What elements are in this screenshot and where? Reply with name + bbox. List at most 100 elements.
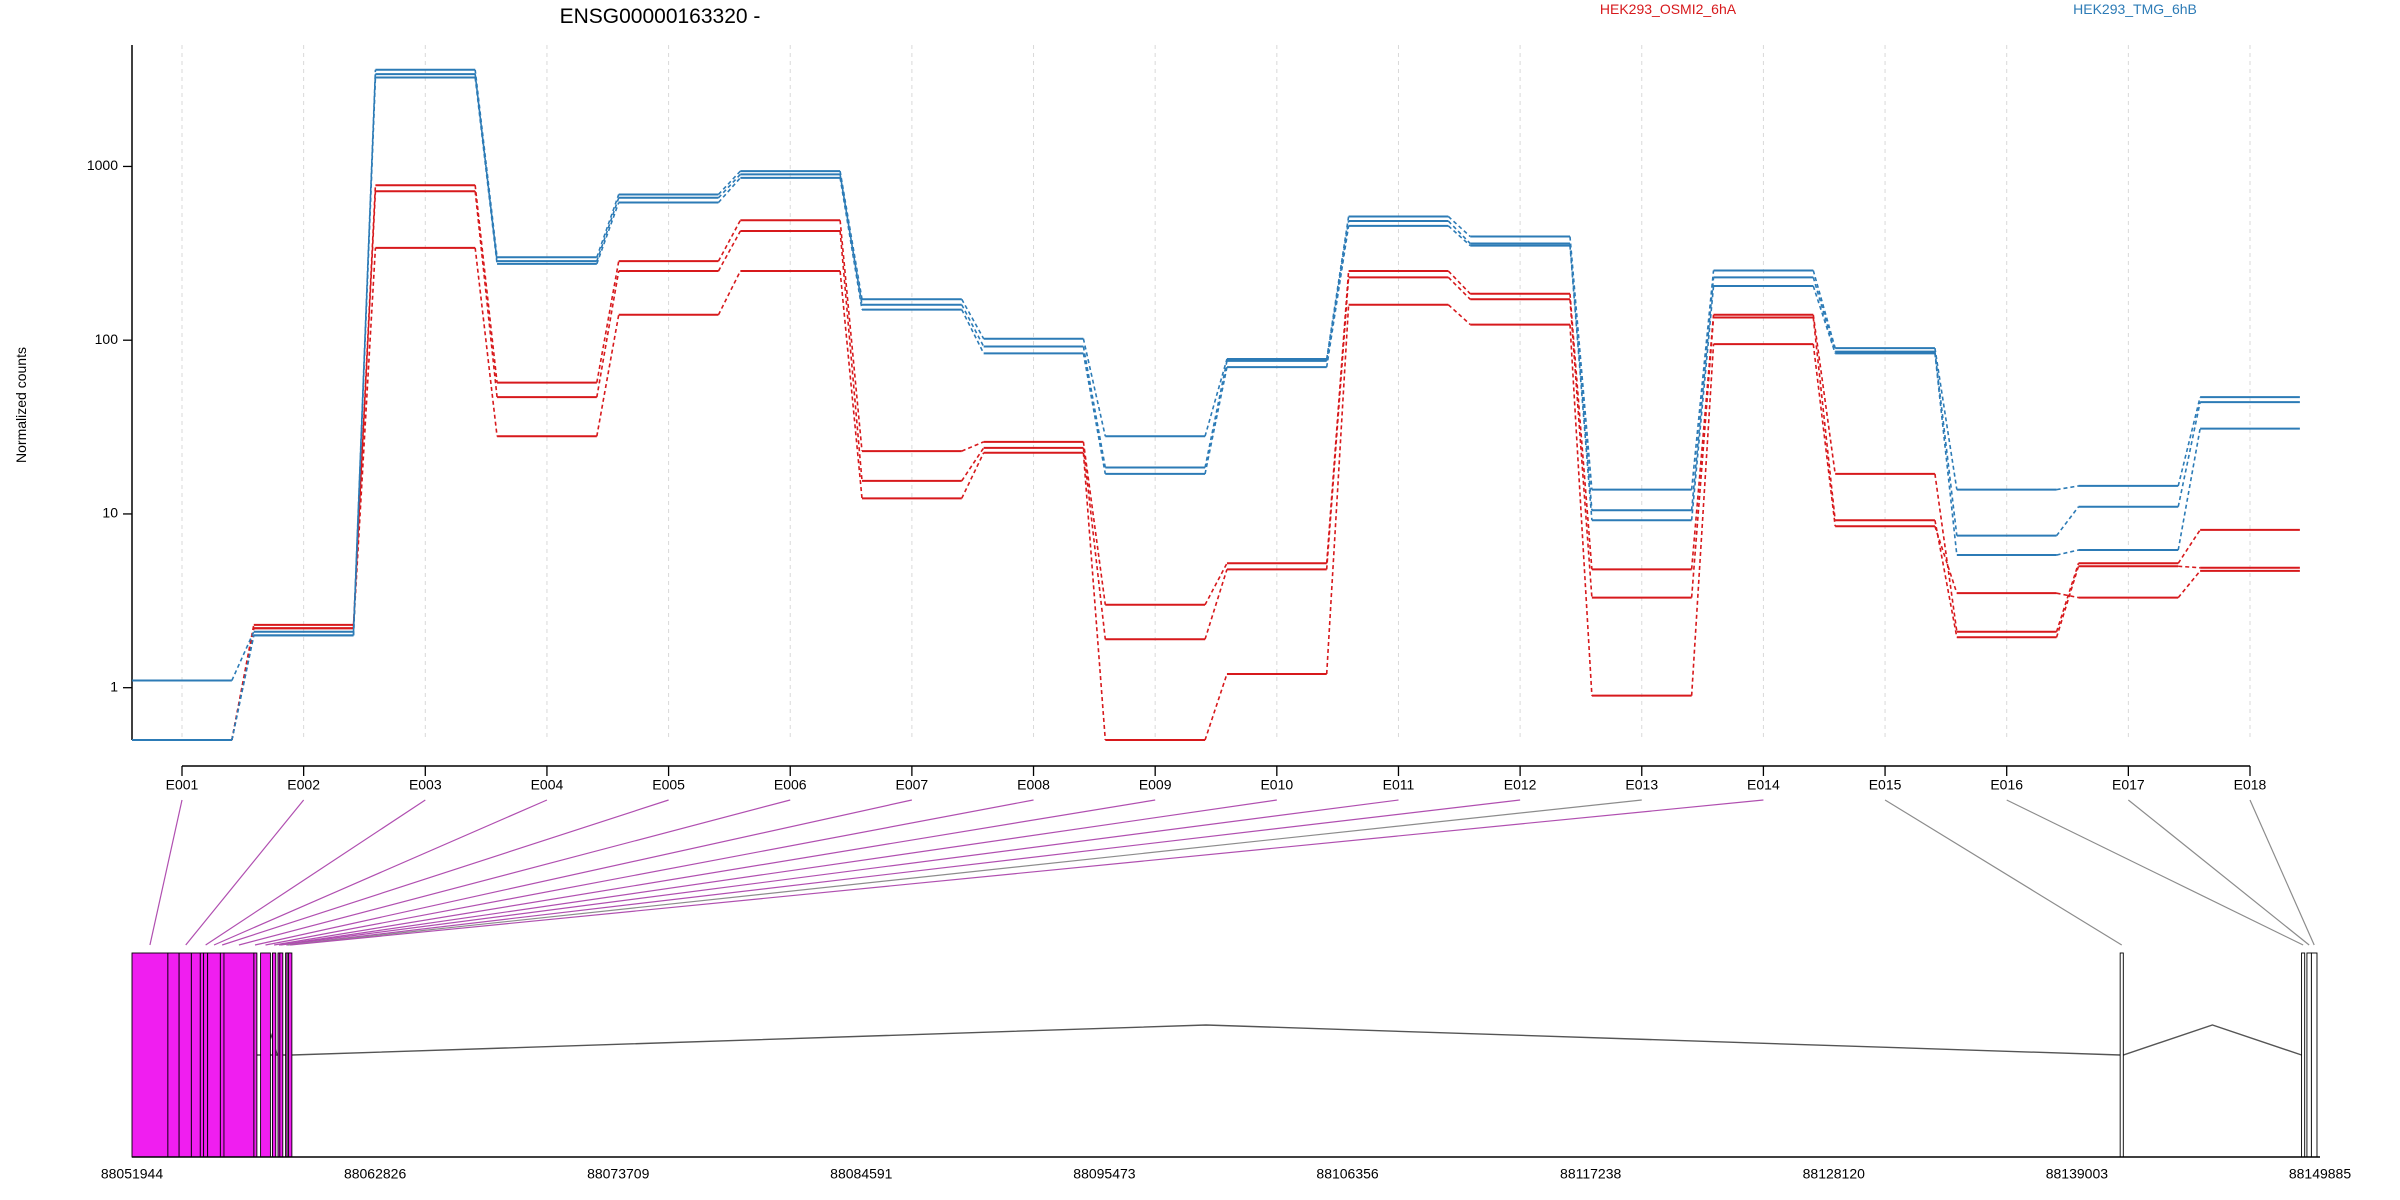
connector-E017 [2127, 799, 2310, 946]
series-2-link-E009 [1204, 569, 1228, 640]
connector-E018 [2249, 799, 2315, 946]
series-2-HEK293_OSMI2_6hA [132, 190, 2300, 741]
legend-label-osmi2: HEK293_OSMI2_6hA [1600, 1, 1737, 17]
y-tick-label-1000: 1000 [87, 157, 118, 173]
x-tick-label-E001: E001 [166, 777, 199, 793]
grid-lines [181, 45, 2251, 740]
series-2-link-E014 [1812, 317, 1836, 521]
connector-E005 [221, 799, 669, 946]
series-5-link-E011 [1447, 220, 1471, 245]
intron-line [132, 1024, 2302, 1056]
series-6-link-E010 [1325, 225, 1350, 368]
series-1-link-E011 [1447, 270, 1471, 295]
exon-box-E011 [279, 952, 284, 1158]
series-6-link-E012 [1569, 245, 1593, 521]
series-5-link-E013 [1690, 277, 1715, 511]
series-3-link-E011 [1447, 304, 1471, 326]
connector-E015 [1884, 799, 2123, 946]
series-4-link-E011 [1447, 215, 1471, 238]
x-tick-label-E018: E018 [2234, 777, 2267, 793]
connector-E006 [238, 799, 791, 946]
y-tick-label-1: 1 [110, 678, 118, 694]
series-6-link-E006 [839, 177, 863, 310]
series-6-link-E013 [1690, 285, 1715, 521]
x-tick-label-E017: E017 [2112, 777, 2145, 793]
series-2-link-E008 [1082, 447, 1107, 640]
x-tick-label-E015: E015 [1869, 777, 1902, 793]
exon-box-E018 [2310, 952, 2318, 1158]
series-3-link-E003 [474, 247, 498, 437]
series-5-link-E009 [1204, 360, 1228, 468]
exon-box-E009 [271, 952, 277, 1158]
x-tick-label-E012: E012 [1504, 777, 1537, 793]
exon-box-E014 [288, 952, 293, 1158]
x-tick-label-E006: E006 [774, 777, 807, 793]
genomic-tick-label-9: 88139003 [2046, 1166, 2109, 1182]
genomic-axis: 88051944 88062826 88073709 88084591 88095473… [101, 1156, 2351, 1182]
series-5-HEK293_TMG_6hB [132, 73, 2300, 741]
series-1-link-E005 [717, 219, 742, 262]
series-6-HEK293_TMG_6hB [132, 76, 2300, 741]
x-tick-label-E009: E009 [1139, 777, 1172, 793]
y-axis-label: Normalized counts [13, 347, 29, 463]
series-5-link-E015 [1934, 351, 1958, 536]
series-1-link-E008 [1082, 441, 1107, 605]
series-6-link-E003 [474, 77, 498, 264]
connector-E002 [185, 799, 305, 946]
series-5-link-E010 [1325, 220, 1350, 362]
series-3-link-E014 [1812, 343, 1836, 527]
series-1-link-E016 [2055, 563, 2080, 632]
genomic-tick-label-6: 88106356 [1316, 1166, 1379, 1182]
series-2-link-E011 [1447, 276, 1471, 300]
series-3-link-E015 [1934, 525, 1958, 594]
series-3-link-E009 [1204, 673, 1228, 741]
series-2-link-E017 [2178, 565, 2201, 569]
exon-box-E016 [2301, 952, 2306, 1158]
series-6-link-E008 [1082, 353, 1107, 475]
series-3-link-E007 [961, 452, 985, 499]
exon-box-E004 [207, 952, 221, 1158]
series-1-link-E006 [839, 220, 863, 452]
series-2-link-E013 [1690, 317, 1715, 598]
x-tick-label-E010: E010 [1260, 777, 1293, 793]
series-4-link-E005 [717, 170, 741, 195]
x-axis: E001 E002 E003 E004 E005 E006 E007 E008 E009 E010… [166, 765, 2267, 793]
legend-label-tmg: HEK293_TMG_6hB [2073, 1, 2197, 17]
series-5-link-E006 [839, 174, 863, 305]
series-4-link-E002 [352, 69, 377, 632]
series-4-link-E013 [1690, 270, 1715, 490]
exon-box-E007 [253, 952, 258, 1158]
series-3-link-E006 [839, 270, 863, 499]
connector-E010 [278, 799, 1277, 946]
x-tick-label-E008: E008 [1017, 777, 1050, 793]
series-4-link-E015 [1934, 348, 1958, 490]
series-6-link-E002 [352, 77, 377, 636]
series-6-link-E011 [1447, 225, 1471, 247]
series-2-link-E005 [717, 230, 742, 272]
series-5-link-E008 [1082, 346, 1107, 468]
series-5-link-E017 [2177, 401, 2201, 507]
series-4-link-E009 [1204, 358, 1228, 437]
x-tick-label-E003: E003 [409, 777, 442, 793]
series-5-link-E014 [1812, 277, 1836, 352]
exon-box-E003 [203, 952, 209, 1158]
series-5-link-E005 [717, 173, 741, 199]
exon-box-E001 [131, 952, 169, 1158]
x-tick-label-E013: E013 [1625, 777, 1658, 793]
series-6-link-E015 [1934, 353, 1958, 556]
series-6-link-E007 [961, 309, 985, 354]
series-6-link-E005 [717, 177, 741, 204]
x-tick-label-E007: E007 [896, 777, 929, 793]
genomic-tick-label-7: 88117238 [1560, 1166, 1621, 1182]
connector-E003 [205, 799, 426, 946]
connector-E007 [254, 799, 913, 946]
series-2-link-E012 [1569, 299, 1593, 598]
series-6-link-E016 [2056, 549, 2079, 556]
x-tick-label-E014: E014 [1747, 777, 1780, 793]
x-tick-label-E002: E002 [287, 777, 320, 793]
genomic-tick-label-4: 88084591 [830, 1166, 893, 1182]
series-5-link-E004 [596, 197, 620, 262]
y-tick-label-100: 100 [95, 331, 119, 347]
connector-E013 [287, 799, 1642, 946]
